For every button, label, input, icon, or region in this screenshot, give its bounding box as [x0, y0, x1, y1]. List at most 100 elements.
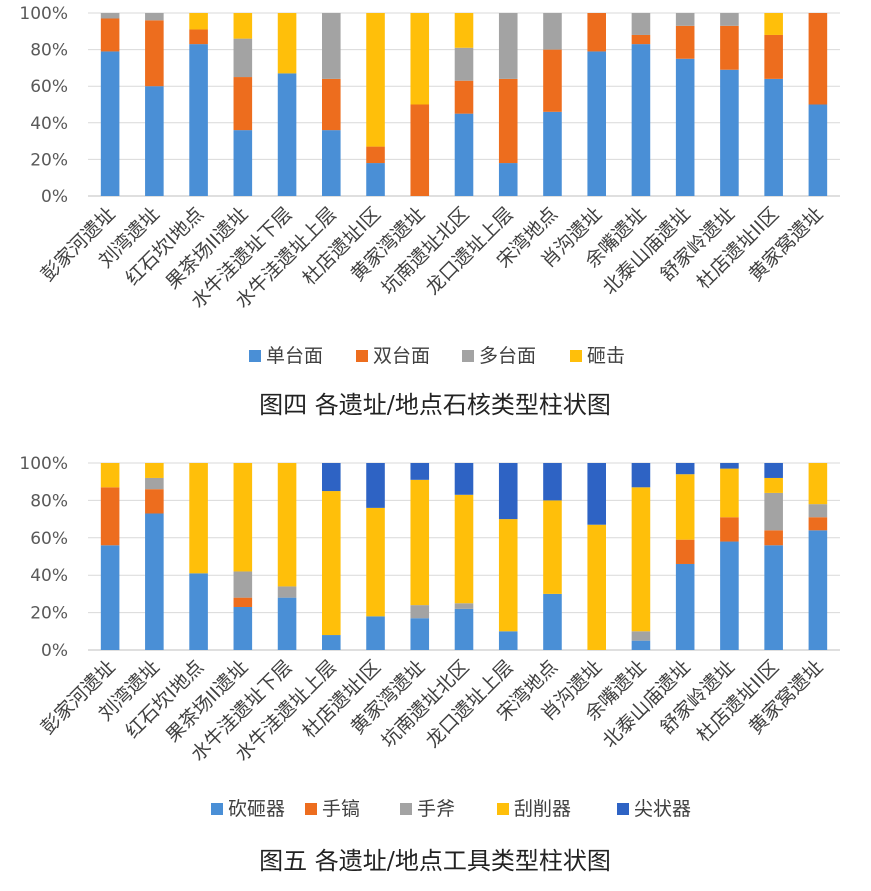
- bar-segment: [100, 545, 120, 650]
- legend-swatch: [305, 803, 317, 815]
- bar-segment: [454, 463, 474, 495]
- bar-segment: [764, 530, 783, 546]
- bar-segment: [410, 605, 430, 619]
- bar-segment: [454, 13, 474, 48]
- y-tick-label: 100%: [19, 454, 68, 474]
- bar-segment: [233, 606, 253, 650]
- bar-segment: [543, 593, 562, 650]
- bar-segment: [145, 463, 164, 478]
- bar-segment: [587, 51, 606, 197]
- bar-segment: [277, 13, 297, 74]
- bar-segment: [454, 603, 474, 609]
- bar-segment: [322, 635, 341, 650]
- bar-segment: [100, 463, 120, 488]
- legend-label: 砸击: [587, 345, 625, 367]
- bar-segment: [410, 618, 430, 650]
- bar-segment: [631, 640, 651, 650]
- bar-segment: [366, 616, 385, 650]
- bar-segment: [410, 463, 430, 480]
- y-tick-label: 80%: [30, 491, 68, 511]
- bar-segment: [233, 130, 253, 196]
- y-tick-label: 0%: [41, 641, 68, 661]
- figure-caption: 图四 各遗址/地点石核类型柱状图: [259, 391, 611, 419]
- bar-segment: [189, 29, 208, 45]
- bar-segment: [322, 463, 341, 492]
- bar-segment: [233, 463, 253, 572]
- bar-segment: [808, 104, 828, 196]
- bar-segment: [720, 517, 739, 542]
- bar-segment: [145, 513, 164, 650]
- legend-swatch: [570, 350, 582, 362]
- bar-segment: [233, 13, 253, 39]
- bar-segment: [720, 541, 739, 650]
- legend-label: 手斧: [417, 798, 455, 820]
- bar-segment: [366, 163, 385, 196]
- legend-label: 刮削器: [514, 798, 571, 820]
- bar-segment: [498, 13, 518, 79]
- bar-segment: [454, 80, 474, 114]
- bar-segment: [277, 73, 297, 196]
- bar-segment: [720, 468, 739, 518]
- bar-segment: [675, 474, 695, 540]
- bar-segment: [543, 463, 562, 501]
- bar-segment: [498, 519, 518, 632]
- bar-segment: [631, 463, 651, 488]
- bar-segment: [454, 47, 474, 81]
- bar-segment: [233, 77, 253, 131]
- bar-segment: [277, 586, 297, 598]
- bar-segment: [764, 477, 783, 493]
- bar-segment: [587, 524, 606, 650]
- bar-segment: [675, 563, 695, 650]
- bar-segment: [543, 500, 562, 594]
- bar-segment: [277, 597, 297, 650]
- bar-segment: [100, 51, 120, 197]
- bar-segment: [543, 49, 562, 112]
- y-tick-label: 60%: [30, 77, 68, 97]
- bar-segment: [808, 530, 828, 650]
- bar-segment: [233, 571, 253, 598]
- bar-segment: [410, 13, 430, 105]
- bar-segment: [498, 163, 518, 196]
- legend-swatch: [211, 803, 223, 815]
- bar-segment: [410, 479, 430, 606]
- bar-segment: [808, 504, 828, 518]
- bar-segment: [631, 34, 651, 45]
- legend-swatch: [249, 350, 261, 362]
- bar-segment: [233, 597, 253, 607]
- bar-segment: [764, 492, 783, 531]
- bar-segment: [145, 86, 164, 196]
- bar-segment: [454, 494, 474, 604]
- bar-segment: [410, 104, 430, 196]
- y-tick-label: 80%: [30, 41, 68, 61]
- bar-segment: [764, 78, 783, 196]
- bar-segment: [100, 18, 120, 52]
- legend-label: 双台面: [373, 345, 430, 367]
- bar-segment: [587, 463, 606, 525]
- bar-segment: [145, 20, 164, 87]
- bar-segment: [189, 44, 208, 196]
- bar-segment: [631, 487, 651, 632]
- bar-segment: [631, 13, 651, 35]
- legend-label: 手镐: [322, 798, 360, 820]
- bar-segment: [277, 463, 297, 587]
- bar-segment: [145, 489, 164, 514]
- bar-segment: [675, 58, 695, 196]
- bar-segment: [764, 34, 783, 79]
- bar-segment: [454, 608, 474, 650]
- bar-segment: [100, 487, 120, 546]
- legend-label: 多台面: [479, 345, 536, 367]
- bar-segment: [720, 13, 739, 26]
- bar-segment: [720, 25, 739, 70]
- y-tick-label: 40%: [30, 114, 68, 134]
- bar-segment: [366, 13, 385, 147]
- legend-label: 砍砸器: [228, 798, 285, 820]
- bar-segment: [675, 13, 695, 26]
- legend-swatch: [462, 350, 474, 362]
- bar-segment: [145, 477, 164, 490]
- bar-segment: [189, 13, 208, 30]
- bar-segment: [808, 13, 828, 105]
- bar-segment: [631, 44, 651, 196]
- bar-segment: [145, 13, 164, 21]
- bar-segment: [675, 25, 695, 59]
